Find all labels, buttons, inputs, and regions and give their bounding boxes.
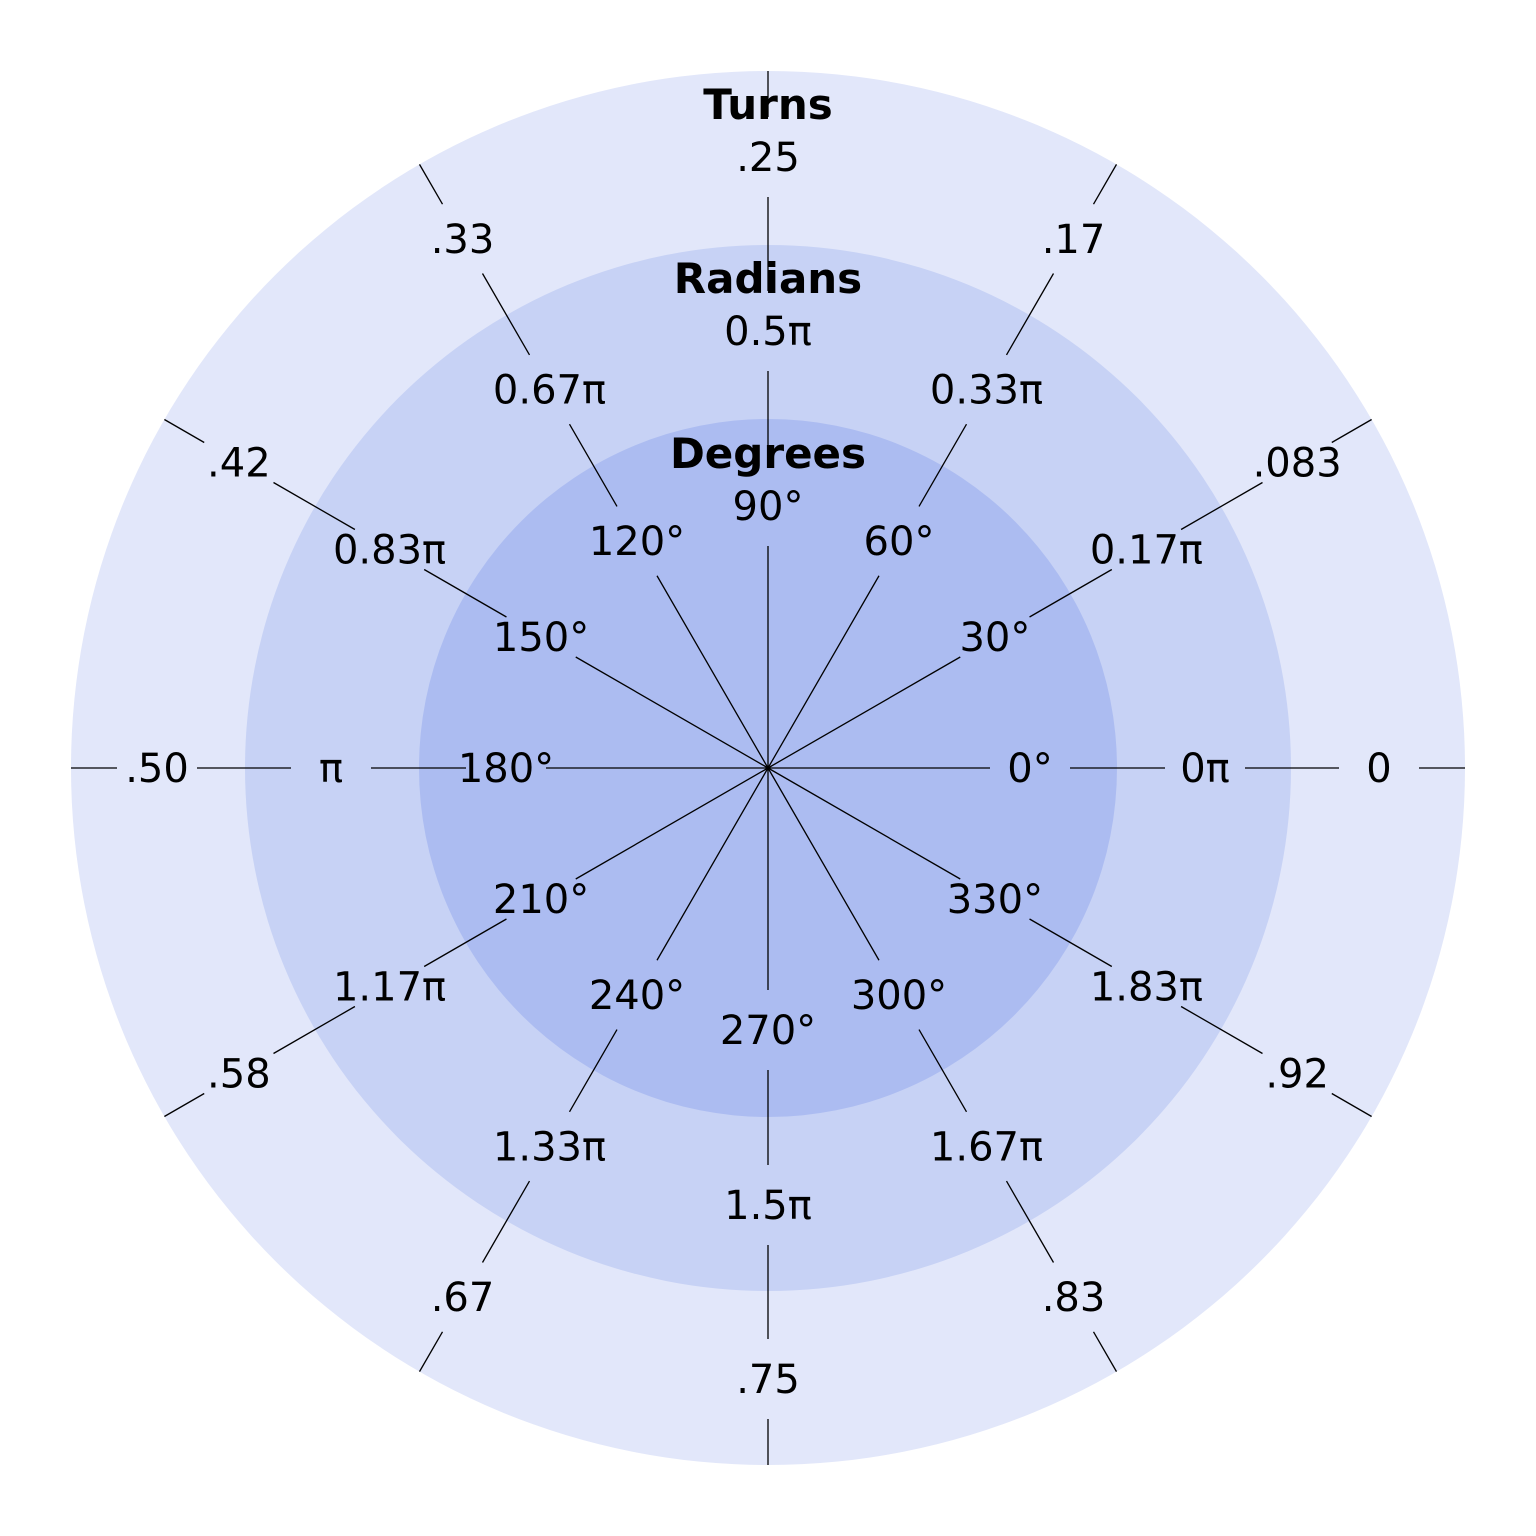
radians-label-270: 1.5π [724, 1183, 812, 1229]
spoke-300-segment-1 [918, 1029, 968, 1113]
radians-label-120: 0.67π [493, 368, 606, 414]
degrees-label-210: 210° [493, 877, 589, 923]
spoke-300-segment-3 [1092, 1331, 1118, 1372]
turns-label-90: .25 [736, 135, 800, 181]
spoke-150-segment-2 [273, 481, 356, 531]
turns-label-210: .58 [207, 1052, 271, 1098]
turns-title: Turns [703, 80, 833, 129]
degrees-label-90: 90° [733, 484, 804, 530]
spoke-240-segment-2 [481, 1180, 531, 1263]
spoke-120-segment-0 [656, 575, 769, 769]
degrees-label-0: 0° [1007, 746, 1052, 792]
radians-label-300: 1.67π [930, 1124, 1043, 1170]
turns-label-240: .67 [431, 1275, 495, 1321]
radians-label-180: π [319, 746, 343, 792]
radians-label-30: 0.17π [1090, 528, 1203, 574]
spoke-330-segment-2 [1180, 1005, 1263, 1055]
radians-label-210: 1.17π [333, 965, 446, 1011]
spoke-210-segment-2 [273, 1005, 356, 1055]
degrees-label-180: 180° [458, 746, 554, 792]
spoke-240-segment-3 [418, 1331, 444, 1372]
degrees-label-240: 240° [589, 973, 685, 1019]
spokes [71, 71, 1465, 1465]
spoke-60-segment-2 [1005, 273, 1055, 356]
spoke-210-segment-3 [164, 1092, 205, 1118]
turns-label-30: .083 [1253, 441, 1342, 487]
spoke-120-segment-3 [418, 164, 444, 205]
turns-label-120: .33 [431, 217, 495, 263]
spoke-120-segment-2 [481, 273, 531, 356]
degrees-label-270: 270° [720, 1008, 816, 1054]
spoke-210-segment-0 [575, 767, 769, 880]
turns-label-180: .50 [125, 746, 189, 792]
turns-label-330: .92 [1265, 1052, 1329, 1098]
spoke-330-segment-3 [1331, 1092, 1372, 1118]
radians-label-150: 0.83π [333, 528, 446, 574]
turns-label-300: .83 [1042, 1275, 1106, 1321]
spoke-150-segment-0 [575, 656, 769, 769]
degrees-label-330: 330° [947, 877, 1043, 923]
spoke-330-segment-0 [767, 767, 961, 880]
spoke-240-segment-1 [568, 1029, 618, 1113]
spoke-30-segment-1 [1029, 568, 1113, 618]
degrees-title: Degrees [670, 429, 866, 478]
turns-label-150: .42 [207, 441, 271, 487]
degrees-label-30: 30° [959, 615, 1030, 661]
spoke-150-segment-3 [164, 418, 205, 444]
degrees-label-120: 120° [589, 519, 685, 565]
spoke-30-segment-0 [767, 656, 961, 769]
spoke-300-segment-2 [1005, 1180, 1055, 1263]
spoke-150-segment-1 [423, 568, 507, 618]
radians-label-240: 1.33π [493, 1124, 606, 1170]
degrees-label-60: 60° [864, 519, 935, 565]
spoke-300-segment-0 [767, 767, 880, 961]
turns-label-0: 0 [1366, 746, 1391, 792]
spoke-240-segment-0 [656, 767, 769, 961]
radians-label-0: 0π [1180, 746, 1230, 792]
spoke-330-segment-1 [1029, 918, 1113, 968]
turns-label-270: .75 [736, 1357, 800, 1403]
spoke-60-segment-1 [918, 423, 968, 507]
radians-label-60: 0.33π [930, 368, 1043, 414]
radians-title: Radians [674, 254, 862, 303]
spoke-210-segment-1 [423, 918, 507, 968]
radians-label-90: 0.5π [724, 309, 812, 355]
spoke-30-segment-3 [1331, 418, 1372, 444]
ring-titles: Degrees Radians Turns [670, 80, 866, 478]
degrees-label-150: 150° [493, 615, 589, 661]
degrees-label-300: 300° [851, 973, 947, 1019]
ring-labels: 0° 30° 60° 90° 120° 150° 180° 210° 240° 270° 300° 3… [125, 135, 1392, 1403]
turns-label-60: .17 [1042, 217, 1106, 263]
radians-label-330: 1.83π [1090, 965, 1203, 1011]
spoke-120-segment-1 [568, 423, 618, 507]
spoke-60-segment-3 [1092, 164, 1118, 205]
spoke-60-segment-0 [767, 575, 880, 769]
spoke-30-segment-2 [1180, 481, 1263, 531]
